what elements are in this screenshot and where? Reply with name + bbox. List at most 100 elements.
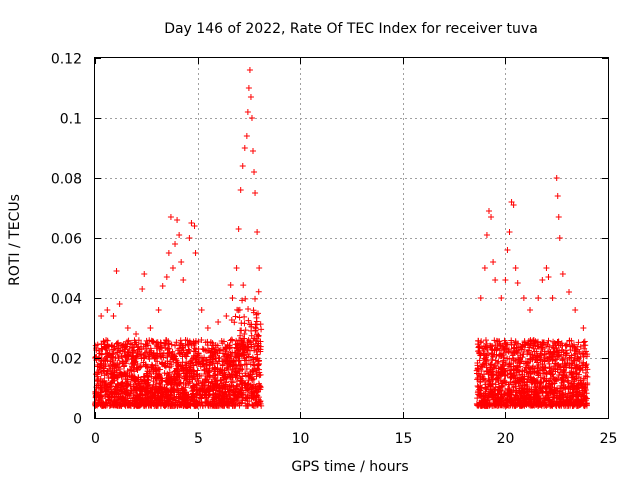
data-point: [215, 319, 222, 325]
data-point: [215, 347, 222, 354]
data-point: [564, 356, 571, 363]
data-point: [506, 381, 513, 388]
data-point: [164, 387, 171, 394]
data-point: [498, 365, 505, 372]
data-point: [192, 346, 199, 353]
data-point: [150, 381, 157, 388]
data-point: [529, 397, 536, 404]
data-point: [243, 354, 250, 361]
data-point: [484, 394, 491, 401]
data-point: [117, 370, 124, 377]
data-point: [192, 340, 199, 347]
data-point: [186, 366, 193, 373]
data-point: [519, 371, 526, 378]
data-point: [229, 295, 236, 301]
data-point: [577, 399, 584, 406]
data-point: [543, 371, 550, 378]
data-point: [558, 385, 565, 392]
data-point: [506, 355, 513, 362]
data-point: [186, 235, 193, 241]
data-point: [119, 381, 126, 388]
data-point: [152, 388, 159, 395]
data-point: [484, 402, 491, 409]
data-point: [245, 317, 252, 324]
data-point: [230, 392, 237, 399]
data-point: [579, 394, 586, 401]
data-point: [94, 341, 101, 348]
data-point: [143, 379, 150, 386]
data-point: [514, 280, 521, 286]
data-point: [230, 359, 237, 366]
data-point: [182, 381, 189, 388]
data-point: [101, 372, 108, 379]
data-point: [121, 401, 128, 408]
data-point: [541, 358, 548, 365]
data-point: [112, 355, 119, 362]
data-point: [538, 343, 545, 350]
data-point: [545, 337, 552, 344]
data-point: [525, 373, 532, 380]
data-point: [506, 387, 513, 394]
data-point: [558, 400, 565, 407]
data-point: [511, 378, 518, 385]
data-point: [554, 366, 561, 373]
data-point: [157, 350, 164, 357]
data-point: [127, 387, 134, 394]
data-point: [233, 265, 240, 271]
data-point: [146, 337, 153, 344]
data-point: [541, 375, 548, 382]
data-point: [545, 274, 552, 280]
y-tick-label: 0.02: [51, 352, 82, 368]
data-point: [153, 342, 160, 349]
data-point: [572, 388, 579, 395]
data-point: [137, 376, 144, 383]
data-point: [183, 397, 190, 404]
data-point: [163, 381, 170, 388]
data-point: [245, 305, 252, 312]
data-point: [563, 397, 570, 404]
axis-ticks: [95, 58, 609, 419]
data-point: [512, 383, 519, 390]
data-point: [208, 349, 215, 356]
data-point: [489, 376, 496, 383]
data-point: [541, 351, 548, 358]
data-point: [128, 367, 135, 374]
data-point: [251, 365, 258, 372]
data-point: [498, 295, 505, 301]
data-point: [164, 353, 171, 360]
data-point: [197, 363, 204, 370]
data-point: [100, 338, 107, 345]
data-point: [245, 402, 252, 409]
data-point: [156, 346, 163, 353]
data-point: [198, 399, 205, 406]
data-point: [510, 202, 517, 208]
data-point: [186, 338, 193, 345]
data-point: [251, 169, 258, 175]
data-point: [252, 395, 259, 401]
data-point: [110, 361, 117, 368]
data-point: [255, 361, 262, 368]
data-point: [249, 388, 256, 395]
data-point: [553, 175, 560, 181]
data-point: [185, 380, 192, 387]
data-point: [177, 337, 184, 344]
data-point: [104, 371, 111, 378]
data-point: [246, 321, 253, 328]
data-point: [522, 397, 529, 404]
data-point: [489, 392, 496, 399]
data-point: [236, 344, 243, 351]
data-point: [495, 358, 502, 365]
data-point: [521, 379, 528, 386]
data-point: [204, 338, 211, 345]
data-point: [114, 340, 121, 347]
data-point: [571, 376, 578, 383]
data-point: [138, 388, 145, 395]
data-point: [494, 397, 501, 404]
data-point: [535, 372, 542, 379]
data-point: [234, 394, 241, 401]
data-point: [99, 346, 106, 353]
data-point: [154, 365, 161, 372]
data-point: [104, 341, 111, 348]
data-point: [205, 378, 212, 385]
data-point: [138, 340, 145, 347]
